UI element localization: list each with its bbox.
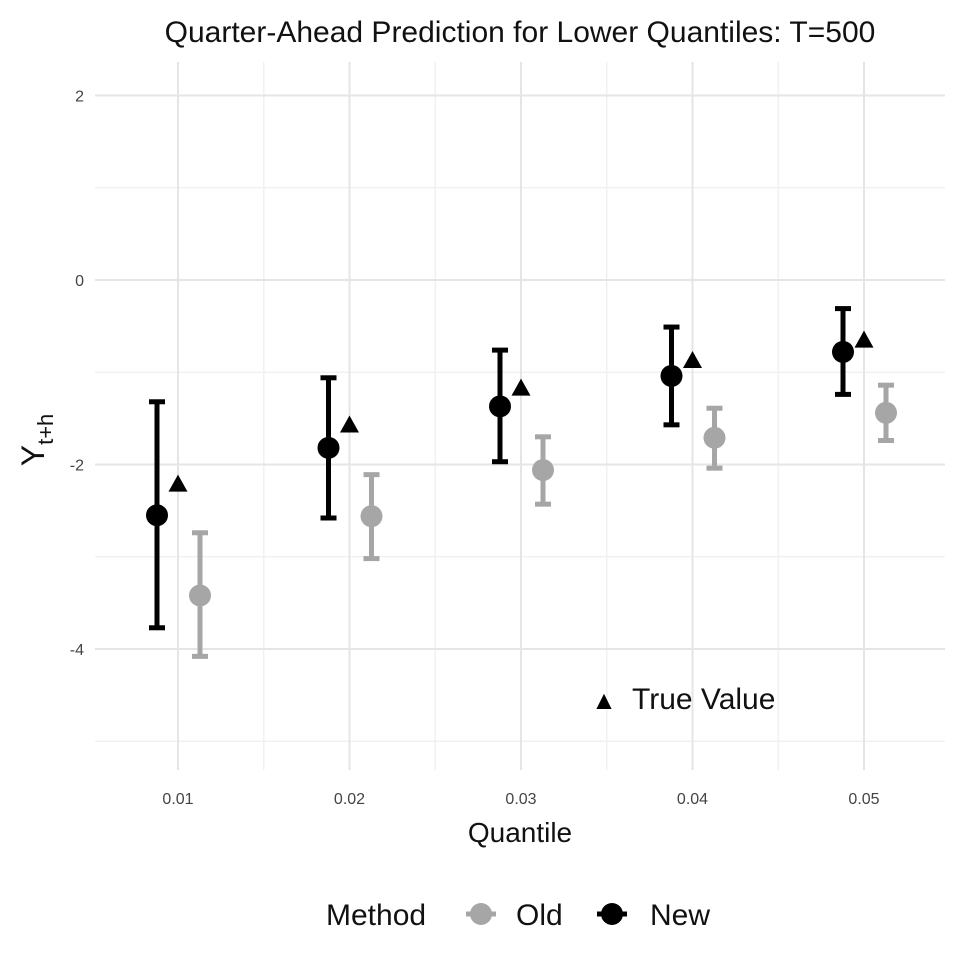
- y-axis-ticks: 2 0 -2 -4: [70, 89, 84, 660]
- y-tick-label: -4: [70, 642, 84, 659]
- new-point: [489, 395, 511, 418]
- x-axis-title: Quantile: [468, 817, 572, 848]
- new-point: [832, 340, 854, 363]
- chart-title: Quarter-Ahead Prediction for Lower Quant…: [165, 16, 876, 49]
- x-tick-label: 0.04: [677, 791, 708, 808]
- svg-text:Yt+h: Yt+h: [15, 414, 58, 467]
- new-point: [660, 364, 683, 387]
- true-value-annotation: ▲ True Value: [591, 683, 775, 716]
- x-tick-label: 0.01: [162, 791, 193, 808]
- true-value-triangle: [854, 330, 874, 348]
- x-tick-label: 0.05: [848, 791, 879, 808]
- old-point: [189, 584, 211, 607]
- annotation-symbol: ▲: [591, 685, 617, 715]
- y-axis-title-subscript: t+h: [33, 414, 58, 445]
- legend-key-dot: [470, 903, 492, 925]
- true-value-triangle: [168, 474, 188, 492]
- legend-item-new: New: [597, 899, 710, 932]
- grid: [95, 62, 945, 770]
- old-point: [360, 505, 383, 528]
- true-value-triangle: [511, 378, 531, 396]
- y-axis-title: Yt+h: [15, 414, 58, 467]
- old-point: [703, 426, 726, 449]
- new-point: [146, 504, 168, 527]
- legend-item-old: Old: [466, 899, 563, 932]
- true-value-triangle: [340, 415, 359, 433]
- y-tick-label: 0: [75, 273, 84, 290]
- annotation-text: True Value: [632, 683, 775, 716]
- legend-label: New: [650, 899, 710, 932]
- legend-key-dot: [601, 903, 623, 925]
- old-point: [532, 459, 554, 482]
- x-axis-ticks: 0.01 0.02 0.03 0.04 0.05: [162, 791, 879, 808]
- legend-title: Method: [326, 899, 426, 932]
- x-tick-label: 0.03: [505, 791, 536, 808]
- new-point: [317, 436, 340, 459]
- x-tick-label: 0.02: [334, 791, 365, 808]
- legend-label: Old: [516, 899, 563, 932]
- true-value-triangle: [683, 350, 702, 368]
- y-tick-label: -2: [70, 458, 84, 475]
- y-tick-label: 2: [75, 89, 84, 106]
- data-marks: [146, 306, 897, 659]
- legend: Method Old New: [326, 899, 710, 932]
- old-point: [875, 401, 897, 424]
- y-axis-title-main: Y: [15, 445, 51, 466]
